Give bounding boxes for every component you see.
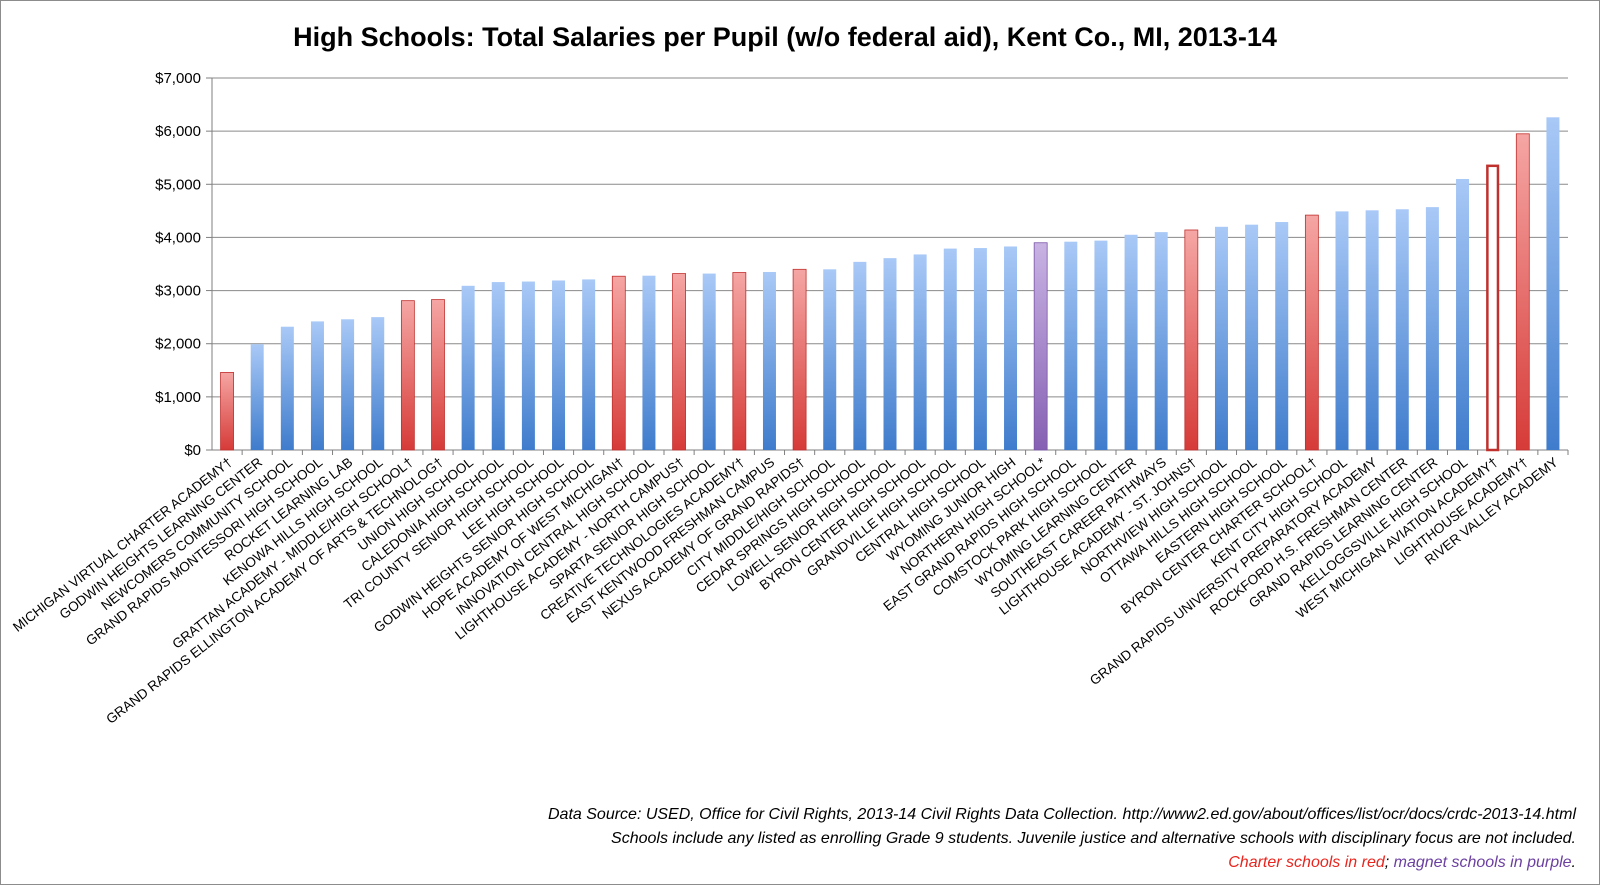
bar [792, 268, 807, 451]
magnet-key-text: magnet schools in purple [1393, 854, 1572, 871]
y-tick-label: $3,000 [155, 283, 201, 300]
bar [1304, 214, 1319, 451]
bar [1154, 232, 1168, 450]
bar [220, 372, 234, 451]
bar [1033, 242, 1048, 451]
bar [552, 280, 566, 450]
bar [702, 273, 716, 450]
bar [973, 248, 987, 450]
bar [1124, 234, 1138, 450]
bars [220, 117, 1560, 452]
bar [1245, 224, 1259, 450]
bar [1365, 210, 1379, 450]
bar [823, 269, 837, 450]
y-tick-label: $5,000 [155, 176, 201, 193]
bar [762, 271, 776, 450]
bar [310, 321, 324, 450]
y-tick-label: $0 [184, 442, 201, 459]
bar [280, 326, 294, 450]
bar [1486, 164, 1500, 452]
inclusion-note: Schools include any listed as enrolling … [611, 830, 1576, 847]
bar [521, 281, 535, 450]
bar [672, 273, 686, 451]
key-period: . [1571, 854, 1576, 871]
bar [883, 258, 897, 450]
bar [1546, 117, 1560, 450]
bar [1335, 211, 1349, 450]
bar [341, 319, 355, 450]
bar [943, 248, 957, 450]
bar [1214, 226, 1228, 450]
bar [431, 299, 445, 451]
key-separator: ; [1384, 854, 1394, 871]
charter-key-text: Charter schools in red [1228, 854, 1385, 871]
bar [1184, 229, 1199, 451]
bar [732, 272, 747, 451]
bar [461, 285, 475, 450]
bar [611, 275, 626, 451]
bar [1064, 241, 1078, 450]
x-axis: MICHIGAN VIRTUAL CHARTER ACADEMY†GODWIN … [10, 450, 1569, 727]
bar [491, 282, 505, 450]
y-tick-label: $1,000 [155, 389, 201, 406]
bar [371, 317, 385, 450]
bar [853, 261, 867, 450]
bar [400, 300, 415, 451]
bar [1275, 222, 1289, 450]
bar [1004, 246, 1018, 450]
data-source-note: Data Source: USED, Office for Civil Righ… [548, 806, 1576, 823]
bar [913, 254, 927, 450]
bar [1094, 240, 1108, 450]
color-key-note: Charter schools in red; magnet schools i… [1228, 854, 1576, 872]
y-axis: $0 $1,000 $2,000 $3,000 $4,000 $5,000 $6,000 $7… [155, 70, 213, 459]
bar [1515, 133, 1530, 451]
bar [1395, 209, 1409, 450]
chart-title: High Schools: Total Salaries per Pupil (… [293, 22, 1277, 52]
y-tick-label: $2,000 [155, 336, 201, 353]
y-tick-label: $4,000 [155, 229, 201, 246]
y-tick-label: $6,000 [155, 123, 201, 140]
y-tick-label: $7,000 [155, 70, 201, 87]
bar [1456, 178, 1470, 450]
bar [582, 279, 596, 450]
bar [642, 275, 656, 450]
bar [1425, 207, 1439, 450]
bar [250, 344, 264, 450]
